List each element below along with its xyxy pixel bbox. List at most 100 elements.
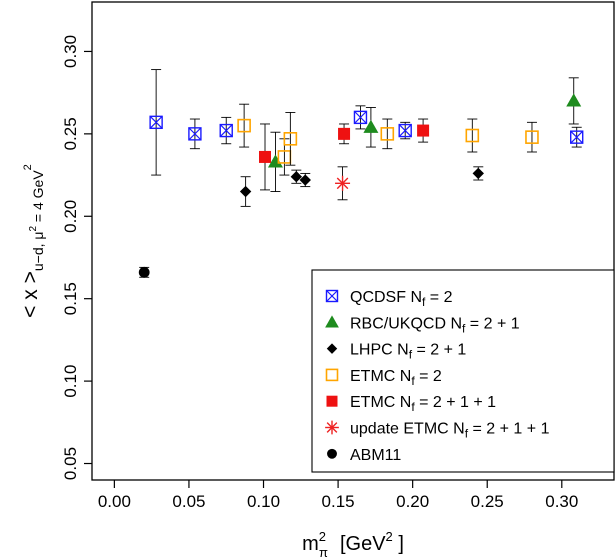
boxx-marker-line bbox=[188, 127, 202, 141]
legend-item: LHPC Nf = 2 + 1 bbox=[326, 342, 466, 362]
series-1 bbox=[267, 77, 582, 193]
x-tick-label: 0.05 bbox=[172, 492, 205, 511]
legend-label-sub: f bbox=[409, 348, 413, 362]
error-bar bbox=[382, 118, 393, 150]
legend-label-name: RBC/UKQCD N bbox=[350, 315, 462, 332]
open-square-marker bbox=[525, 130, 539, 144]
legend-label: RBC/UKQCD Nf = 2 + 1 bbox=[350, 315, 520, 335]
legend-box bbox=[311, 269, 615, 473]
y-axis-title-end-sup: 2 bbox=[22, 164, 34, 170]
legend-label: QCDSF Nf = 2 bbox=[350, 289, 453, 309]
legend-label-tail: = 2 + 1 + 1 bbox=[415, 394, 497, 411]
x-tick-label: 0.15 bbox=[322, 492, 355, 511]
y-tick-label: 0.15 bbox=[61, 282, 80, 315]
y-tick-label: 0.05 bbox=[61, 447, 80, 480]
triangle-marker bbox=[325, 315, 339, 328]
y-axis-title-main: < x > bbox=[19, 271, 42, 318]
y-tick-label: 0.20 bbox=[61, 200, 80, 233]
triangle-marker bbox=[363, 119, 379, 133]
legend-label-tail: = 2 bbox=[415, 368, 442, 385]
circle-marker bbox=[138, 266, 150, 278]
legend-label: update ETMC Nf = 2 + 1 + 1 bbox=[350, 421, 550, 441]
legend-label-sub: f bbox=[411, 374, 415, 388]
y-axis-title: < x >u−d, μ2 = 4 GeV2 bbox=[19, 164, 46, 318]
plot-frame bbox=[91, 1, 615, 481]
data-point bbox=[138, 266, 150, 278]
filled-square-marker bbox=[259, 150, 272, 163]
open-square-marker bbox=[237, 118, 251, 133]
legend-label-tail: = 2 + 1 + 1 bbox=[468, 421, 550, 438]
x-axis-title-unit-end: ] bbox=[393, 533, 404, 555]
series-0 bbox=[149, 69, 584, 176]
error-bar bbox=[526, 121, 537, 153]
data-point bbox=[283, 132, 298, 146]
legend-label-tail: = 2 + 1 bbox=[412, 342, 466, 359]
filled-square-marker bbox=[326, 395, 338, 407]
boxx-marker bbox=[353, 110, 368, 125]
asterisk-marker-line bbox=[336, 177, 349, 190]
x-axis-title-unit: [GeV bbox=[340, 533, 386, 555]
legend-item: RBC/UKQCD Nf = 2 + 1 bbox=[325, 315, 520, 335]
series-3 bbox=[237, 103, 539, 176]
data-point bbox=[566, 93, 582, 107]
legend-label-name: QCDSF N bbox=[350, 289, 422, 306]
data-point bbox=[290, 171, 303, 183]
data-point bbox=[338, 127, 351, 140]
data-point bbox=[570, 130, 584, 144]
legend-label: ETMC Nf = 2 + 1 + 1 bbox=[350, 394, 496, 414]
legend-item: ETMC Nf = 2 + 1 + 1 bbox=[326, 394, 496, 414]
legend-item: QCDSF Nf = 2 bbox=[325, 289, 453, 309]
diamond-marker bbox=[299, 174, 311, 186]
data-point bbox=[465, 128, 480, 143]
data-point bbox=[259, 150, 272, 163]
open-square-marker bbox=[465, 128, 480, 143]
axis-titles: m2 π [GeV2 ]< x >u−d, μ2 = 4 GeV2 bbox=[19, 164, 404, 558]
x-axis-title-main: m bbox=[302, 533, 319, 555]
data-point bbox=[237, 118, 251, 133]
boxx-marker-line bbox=[219, 124, 233, 137]
series-5 bbox=[335, 166, 351, 201]
asterisk-marker-line bbox=[326, 422, 338, 433]
legend-label-sub: f bbox=[462, 321, 466, 335]
triangle-marker bbox=[566, 93, 582, 107]
legend-item: ETMC Nf = 2 bbox=[325, 368, 442, 388]
data-marks bbox=[138, 69, 584, 278]
boxx-marker-line bbox=[149, 115, 163, 129]
x-tick-label: 0.10 bbox=[247, 492, 280, 511]
x-axis-title: m2 π [GeV2 ] bbox=[302, 529, 404, 558]
boxx-marker bbox=[188, 127, 202, 141]
y-axis-title-sub: u−d, μ bbox=[30, 232, 46, 272]
legend-label-name: ABM11 bbox=[350, 447, 401, 464]
x-axis-title-unit-sup: 2 bbox=[386, 529, 393, 544]
diamond-marker bbox=[326, 343, 338, 354]
diamond-marker bbox=[290, 171, 303, 183]
data-point bbox=[219, 123, 233, 138]
legend-label: ABM11 bbox=[350, 447, 401, 464]
boxx-marker bbox=[219, 123, 233, 138]
data-point bbox=[525, 130, 539, 144]
data-point bbox=[239, 185, 252, 198]
legend-label: LHPC Nf = 2 + 1 bbox=[350, 342, 466, 362]
legend-label-sub: f bbox=[411, 400, 415, 414]
series-6 bbox=[138, 266, 150, 278]
x-axis-title-sup: 2 bbox=[319, 529, 326, 544]
x-tick-label: 0.30 bbox=[545, 492, 578, 511]
open-square-marker bbox=[283, 132, 298, 146]
x-tick-label: 0.20 bbox=[396, 492, 429, 511]
series-2 bbox=[239, 166, 484, 207]
data-point bbox=[188, 127, 202, 141]
boxx-marker-line bbox=[354, 110, 367, 124]
x-axis-title-sub: π bbox=[319, 545, 328, 558]
open-square-marker bbox=[325, 368, 339, 382]
error-bar bbox=[285, 111, 296, 166]
diamond-marker bbox=[239, 185, 252, 198]
legend-label-name: LHPC N bbox=[350, 342, 409, 359]
series-4 bbox=[259, 118, 430, 191]
legend-label-name: update ETMC N bbox=[350, 421, 465, 438]
boxx-marker bbox=[570, 130, 584, 144]
axes: 0.00 0.05 0.10 0.15 0.20 0.25 0.30 0.05 0.10 0.15… bbox=[61, 35, 578, 511]
error-bar bbox=[467, 118, 478, 153]
y-axis-title-sub-sup: 2 bbox=[28, 226, 39, 232]
legend-label-tail: = 2 + 1 bbox=[465, 315, 519, 332]
filled-square-marker bbox=[338, 127, 351, 140]
